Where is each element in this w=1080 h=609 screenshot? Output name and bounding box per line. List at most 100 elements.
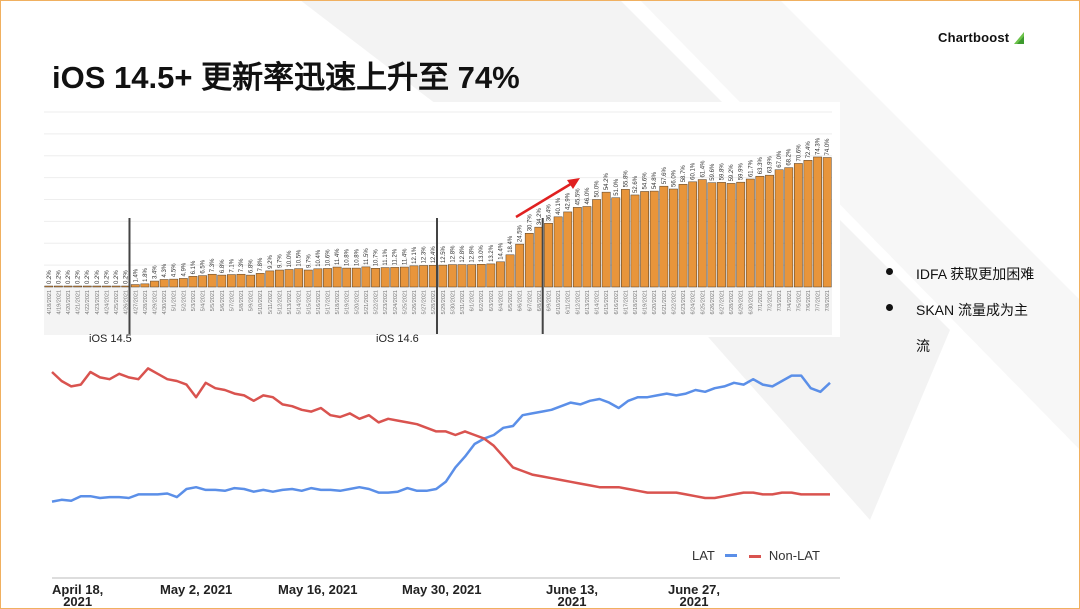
bar-data-label: 1.4% [133, 268, 139, 282]
bar-data-label: 46.0% [585, 187, 591, 205]
bar-data-label: 68.2% [787, 148, 793, 166]
bar [303, 269, 313, 288]
bar [563, 211, 573, 288]
bar-data-label: 67.0% [777, 150, 783, 168]
bar [188, 276, 198, 288]
bar [649, 190, 659, 288]
bar-data-label: 7.1% [229, 258, 235, 272]
trend-arrow [515, 178, 580, 219]
bar-tick-label: 5/22/2021 [374, 290, 380, 314]
bar [140, 283, 150, 288]
bar-data-label: 74.3% [816, 137, 822, 155]
bar-data-label: 6.8% [249, 259, 255, 273]
bar [351, 267, 361, 288]
bar-data-label: 10.5% [297, 249, 303, 267]
bar [688, 181, 698, 288]
legend-nonlat-swatch-wrap [745, 548, 769, 563]
bar [323, 268, 332, 288]
bar [582, 206, 592, 288]
bar-tick-label: 4/20/2021 [66, 290, 72, 314]
bar-data-label: 40.1% [556, 197, 562, 215]
bar-data-label: 0.2% [56, 270, 62, 284]
bar-tick-label: 6/29/2021 [739, 290, 745, 314]
bar-data-label: 9.7% [306, 254, 312, 268]
legend-nonlat-swatch [748, 555, 761, 559]
bar-tick-label: 7/8/2021 [825, 290, 831, 311]
bar [207, 273, 217, 288]
bar [82, 285, 92, 288]
bar [793, 163, 803, 288]
bar-tick-label: 5/6/2021 [220, 290, 226, 311]
bar-data-label: 58.7% [681, 165, 687, 183]
bar [246, 274, 255, 288]
bar-data-label: 10.8% [354, 248, 360, 266]
bar-tick-label: 6/19/2021 [643, 290, 649, 314]
bar-tick-label: 4/23/2021 [95, 290, 101, 314]
bar-tick-label: 5/15/2021 [306, 290, 312, 314]
bar-data-label: 12.8% [470, 245, 476, 263]
bar-tick-label: 5/4/2021 [201, 290, 207, 311]
bar [159, 279, 169, 288]
bar [755, 175, 765, 288]
ios-adoption-bar-chart: 0.2% 0.2% 0.2% 0.2% 0.2% 0.2% 0.2% 0.2% 0.2% 1.4%… [40, 102, 840, 337]
bar-data-label: 63.3% [758, 157, 764, 175]
bar [630, 194, 640, 288]
bar [717, 182, 726, 288]
bar-tick-label: 6/10/2021 [556, 290, 562, 314]
bar-tick-label: 5/11/2021 [268, 290, 274, 314]
bar [371, 268, 380, 288]
bar-data-label: 11.2% [393, 248, 399, 265]
bar-tick-label: 6/3/2021 [489, 290, 495, 311]
bar [92, 285, 102, 288]
bar-tick-label: 5/12/2021 [277, 290, 283, 314]
bar-tick-label: 5/19/2021 [345, 290, 351, 314]
bar-tick-label: 6/17/2021 [623, 290, 629, 314]
bar-data-label: 0.2% [104, 270, 110, 284]
bar-data-label: 59.8% [719, 163, 725, 181]
bar-tick-label: 7/6/2021 [806, 290, 812, 311]
bar [342, 267, 352, 288]
bar-data-label: 9.7% [277, 254, 283, 268]
bar [54, 285, 63, 288]
bar [697, 179, 707, 288]
bar-data-label: 0.2% [95, 270, 101, 284]
bar [73, 285, 83, 288]
bar [467, 264, 477, 288]
bar-tick-label: 5/7/2021 [229, 290, 235, 311]
bar-tick-label: 5/27/2021 [422, 290, 428, 314]
bar-chart-bars [44, 156, 832, 288]
bar-tick-label: 4/28/2021 [143, 290, 149, 314]
bar-tick-label: 5/25/2021 [402, 290, 408, 314]
bar-data-label: 63.9% [768, 155, 774, 173]
bar-data-label: 7.3% [210, 258, 216, 272]
bar-chart-tick-labels: 4/18/2021 4/19/2021 4/20/2021 4/21/2021 4/22… [47, 290, 831, 314]
bar [130, 284, 140, 288]
bar-data-label: 11.1% [383, 248, 389, 265]
bar-chart-release-markers [128, 218, 544, 334]
bar [803, 160, 813, 288]
bar [390, 267, 400, 288]
bar-data-label: 14.4% [498, 242, 504, 260]
bar [486, 263, 496, 288]
x-tick-label: June 13, 2021 [546, 582, 599, 609]
bar-tick-label: 6/16/2021 [614, 290, 620, 314]
bar-tick-label: 6/8/2021 [537, 290, 543, 311]
bar-tick-label: 5/10/2021 [258, 290, 264, 314]
bar-tick-label: 5/26/2021 [412, 290, 418, 314]
ios-14-5-label: iOS 14.5 [89, 333, 132, 345]
bar-data-label: 4.5% [172, 263, 178, 277]
bar-data-label: 52.6% [633, 175, 639, 193]
bar-tick-label: 4/19/2021 [56, 290, 62, 314]
bar [726, 183, 736, 288]
bar-tick-label: 6/15/2021 [604, 290, 610, 314]
bar [399, 266, 409, 288]
bar [745, 178, 755, 288]
bar [515, 243, 525, 288]
bar [707, 182, 717, 288]
bar-tick-label: 6/1/2021 [470, 290, 476, 311]
bar-data-label: 7.8% [258, 257, 264, 271]
bar [621, 189, 630, 288]
bar-data-label: 6.1% [191, 260, 197, 274]
bar [505, 254, 515, 288]
bar [255, 273, 265, 288]
